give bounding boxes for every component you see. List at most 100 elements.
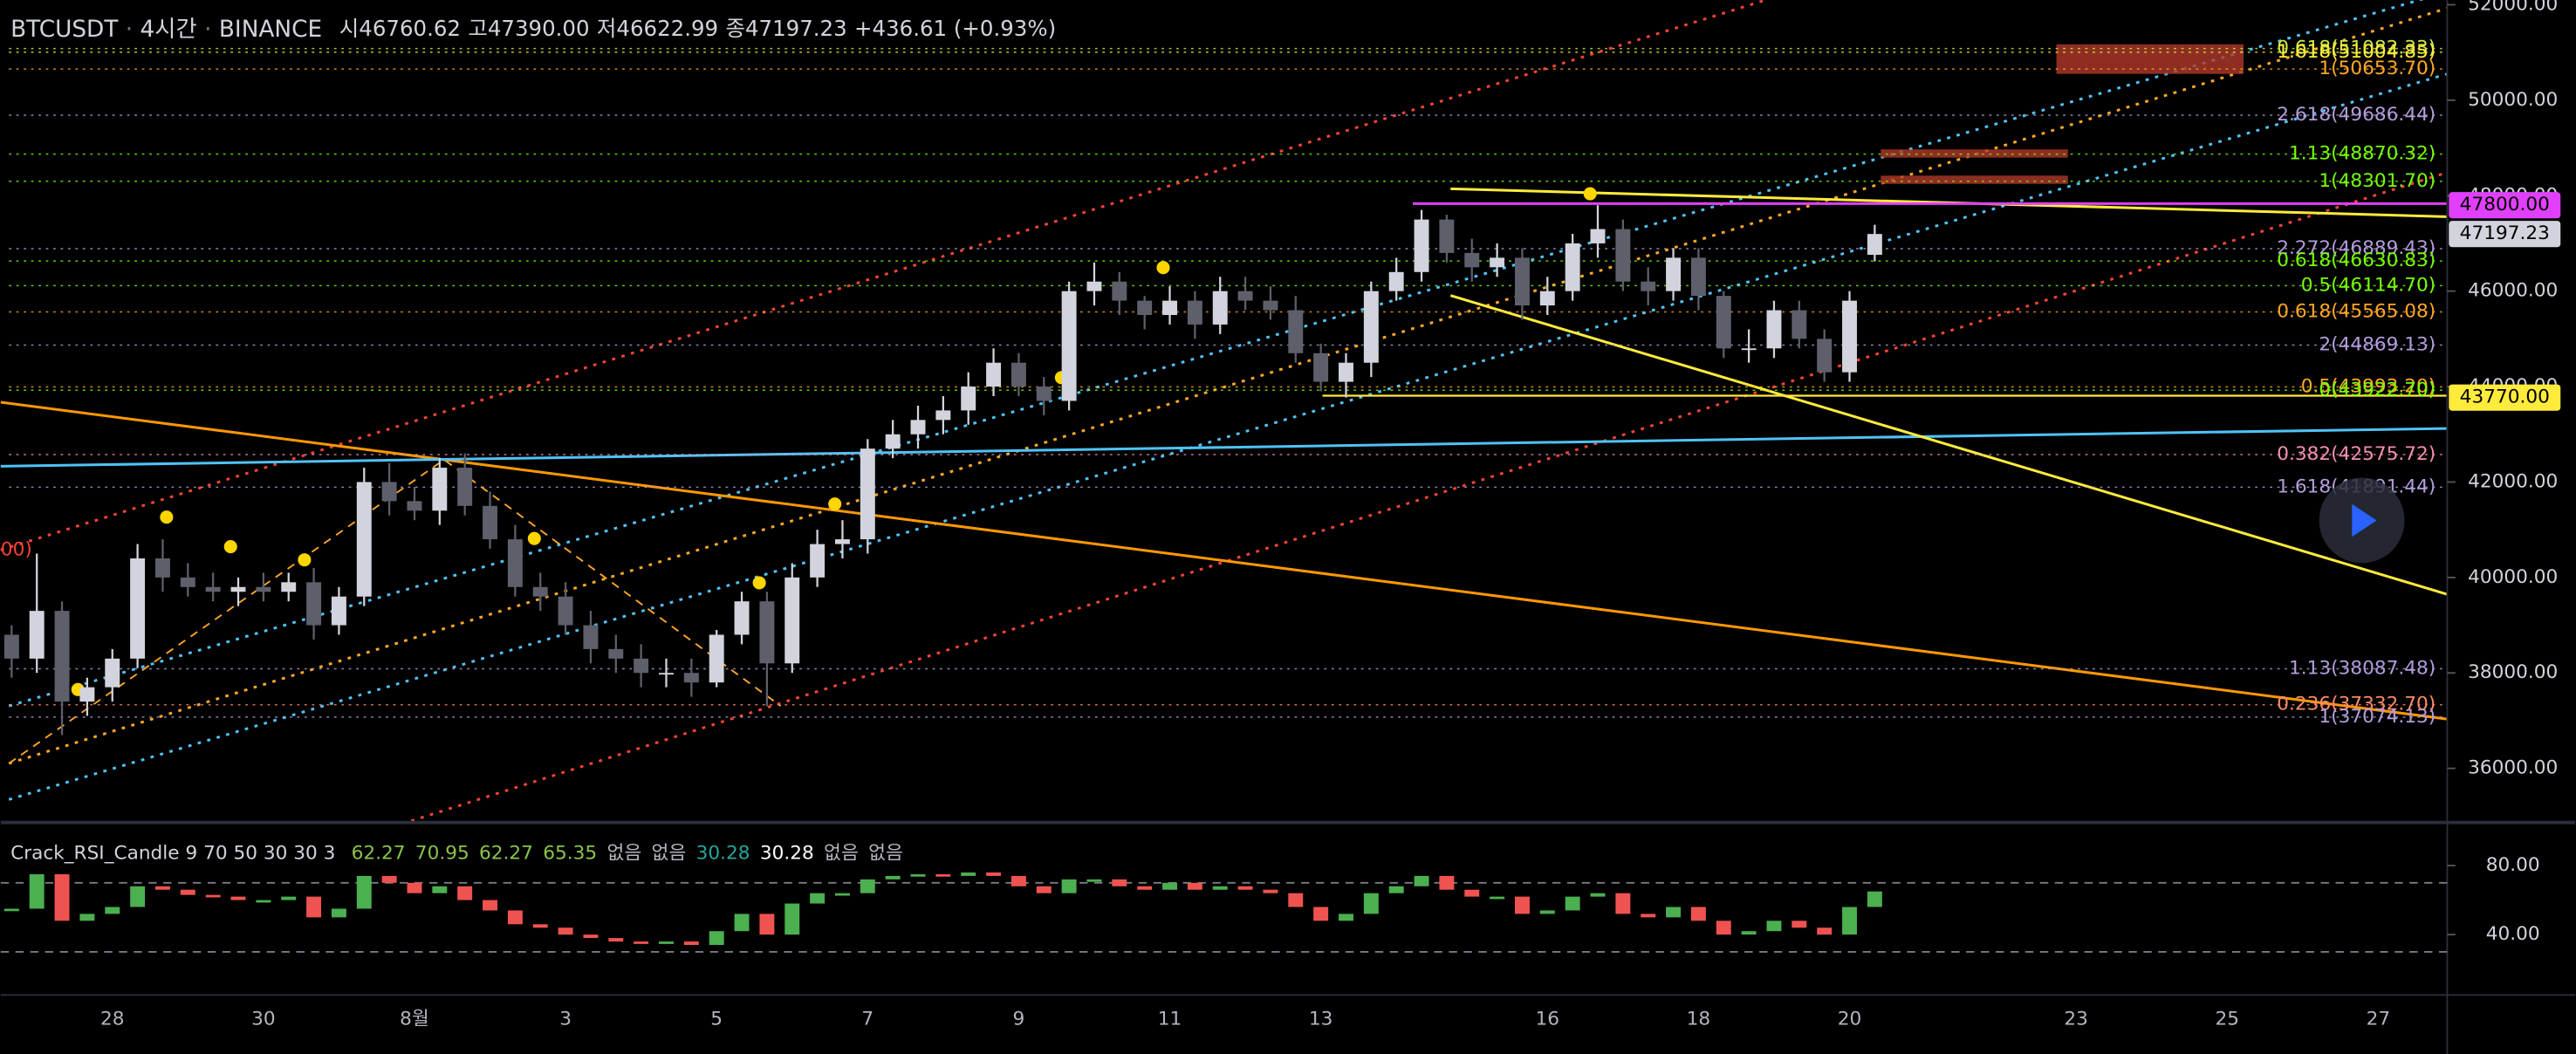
candle-body (683, 673, 699, 683)
play-button[interactable] (2319, 477, 2405, 564)
open: 시46760.62 (339, 16, 461, 41)
indicator-value: 없음 (824, 842, 859, 864)
candle-body (1514, 257, 1530, 306)
x-tick-label: 27 (2367, 1008, 2391, 1030)
rsi-candle (1061, 879, 1077, 893)
rsi-candle (331, 908, 346, 918)
level-label: 1.618(51004.85) (2277, 41, 2436, 63)
change: +436.61 (+0.93%) (854, 16, 1056, 41)
rsi-candle (1615, 893, 1631, 914)
rsi-candle (1212, 886, 1228, 890)
marker (298, 553, 312, 567)
candle-body (1036, 387, 1052, 401)
x-tick-label: 7 (861, 1008, 874, 1030)
rsi-candle (29, 873, 45, 909)
rsi-candle (1162, 882, 1177, 890)
rsi-candle (784, 903, 800, 935)
rsi-candle (961, 872, 976, 876)
rsi-candle (356, 875, 372, 909)
level-label: 1.13(38087.48) (2289, 657, 2436, 679)
rsi-candle (105, 907, 120, 914)
channel-line (0, 0, 1766, 551)
rsi-candle (1590, 893, 1606, 897)
rsi-candle (180, 889, 195, 895)
rsi-candle (381, 875, 397, 883)
candle-body (79, 687, 95, 702)
candle-body (558, 596, 573, 626)
channel-line (410, 171, 2448, 823)
candle-body (910, 420, 926, 435)
rsi-candle (583, 934, 599, 939)
y-tick-label: 38000.00 (2468, 661, 2558, 683)
rsi-candle (608, 938, 624, 942)
candle-body (407, 501, 422, 511)
candle-body (457, 468, 473, 506)
rsi-candle (1867, 891, 1882, 907)
indicator-value: 없음 (606, 842, 641, 864)
rsi-candle (532, 924, 548, 928)
candle-body (1011, 362, 1026, 387)
candle-body (709, 634, 724, 683)
x-tick-label: 11 (1158, 1008, 1182, 1030)
level-label: 1.13(48870.32) (2289, 143, 2436, 165)
annotation: 00) (1, 538, 32, 560)
rsi-candle (407, 882, 422, 893)
rsi-candle (1716, 921, 1731, 935)
indicator-value: 62.27 (352, 842, 406, 864)
rsi-candle (1313, 907, 1329, 921)
candle-body (29, 611, 45, 659)
price-tag-label: 47800.00 (2460, 194, 2550, 216)
x-tick-label: 3 (559, 1008, 572, 1030)
y-tick-label: 50000.00 (2468, 89, 2558, 111)
price-tag (2449, 384, 2561, 411)
candle-body (1716, 296, 1731, 349)
candle-body (1288, 310, 1304, 353)
rsi-candle (1817, 927, 1833, 935)
marker (828, 497, 842, 511)
indicator-title: Crack_RSI_Candle 9 70 50 30 30 3 (10, 842, 335, 864)
rsi-candle (1288, 893, 1304, 907)
close: 종47197.23 (725, 16, 846, 41)
candle-body (281, 582, 297, 592)
candle-body (432, 468, 448, 511)
indicator-header: Crack_RSI_Candle 9 70 50 30 30 3 62.27 70… (10, 842, 903, 864)
candle-body (507, 539, 523, 587)
rsi-candle (1690, 907, 1706, 921)
candle-body (1086, 281, 1102, 291)
y-tick-label: 42000.00 (2468, 470, 2558, 492)
marker (527, 531, 541, 545)
rsi-candle (1539, 910, 1555, 914)
rsi-candle (759, 914, 775, 935)
separator: · (204, 16, 211, 42)
play-icon[interactable] (2352, 503, 2377, 537)
candle-body (306, 582, 322, 626)
candle-body (1414, 219, 1429, 272)
x-tick-label: 9 (1013, 1008, 1025, 1030)
level-label: 2.272(46889.43) (2277, 237, 2436, 259)
candle-body (1112, 281, 1127, 301)
candle-body (381, 482, 397, 502)
level-label: 0.618(45565.08) (2277, 300, 2436, 322)
rsi-candle (810, 893, 826, 904)
x-tick-label: 5 (710, 1008, 723, 1030)
candle-body (1237, 291, 1253, 301)
candle-body (1187, 300, 1202, 325)
marker (223, 540, 237, 554)
marker (1156, 261, 1170, 275)
rsi-candle (1086, 879, 1102, 882)
rsi-candle (256, 900, 271, 903)
y-tick-label: 46000.00 (2468, 280, 2558, 302)
candle-body (3, 634, 19, 659)
rsi-candle (885, 875, 901, 879)
candle-body (256, 586, 271, 592)
price-tag (2449, 221, 2561, 248)
candle-body (180, 577, 195, 587)
rsi-candle (1263, 889, 1278, 893)
x-tick-label: 30 (251, 1008, 276, 1030)
indicator-value: 70.95 (415, 842, 469, 864)
rsi-candle (659, 941, 674, 944)
y-tick-label: 40.00 (2486, 923, 2540, 945)
candle-body (105, 658, 120, 688)
rsi-candle (281, 896, 297, 900)
